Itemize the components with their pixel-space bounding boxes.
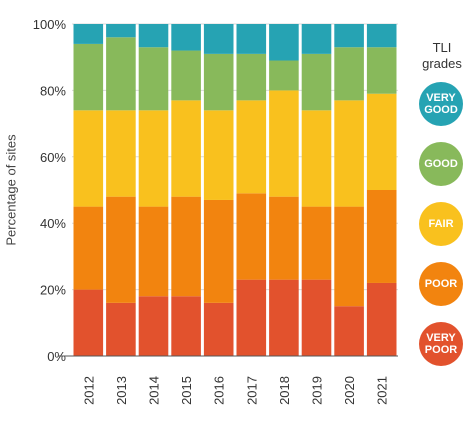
bar-segment — [73, 110, 104, 207]
bar-segment — [269, 196, 299, 280]
bar-segment — [334, 24, 364, 48]
bar-segment — [334, 206, 364, 307]
y-axis-label: Percentage of sites — [3, 134, 18, 246]
bar-segment — [301, 110, 332, 207]
y-tick-label: 20% — [40, 283, 66, 298]
bar-segment — [301, 24, 332, 54]
bar-segment — [203, 199, 234, 303]
bar-segment — [269, 90, 299, 197]
bar-segment — [366, 24, 397, 48]
x-tick-label: 2021 — [375, 376, 390, 405]
bar-segment — [236, 193, 267, 280]
bar-segment — [236, 100, 267, 194]
bar-segment — [301, 206, 332, 280]
bar-segment — [334, 306, 364, 356]
bar-segment — [138, 206, 169, 297]
legend-badge: FAIR — [419, 202, 463, 246]
bar-segment — [236, 279, 267, 356]
bar-group — [73, 24, 397, 356]
y-tick-label: 0% — [47, 349, 66, 364]
x-tick-label: 2013 — [114, 376, 129, 405]
bar-segment — [366, 190, 397, 283]
y-tick-label: 60% — [40, 150, 66, 165]
y-tick-label: 80% — [40, 83, 66, 98]
x-tick-label: 2016 — [212, 376, 227, 405]
bar-segment — [138, 110, 169, 207]
bar-segment — [106, 110, 136, 197]
legend-badge: VERY GOOD — [419, 82, 463, 126]
bar-segment — [138, 47, 169, 111]
bar-segment — [106, 37, 136, 111]
bar-segment — [269, 24, 299, 61]
bar-segment — [366, 47, 397, 94]
legend-title: TLI grades — [422, 40, 462, 71]
y-tick-label: 100% — [33, 17, 67, 32]
bar-segment — [269, 279, 299, 356]
x-tick-label: 2015 — [179, 376, 194, 405]
x-tick-labels: 2012 2013 2014 2015 2016 2017 2018 2019 2020 2021 — [81, 376, 389, 405]
bar-segment — [171, 50, 201, 101]
y-tick-labels: 0% 20% 40% 60% 80% 100% — [33, 17, 67, 364]
bar-segment — [171, 100, 201, 197]
x-tick-label: 2018 — [277, 376, 292, 405]
bar-segment — [334, 47, 364, 101]
bar-segment — [171, 24, 201, 51]
bar-segment — [73, 43, 104, 111]
bar-segment — [236, 53, 267, 101]
legend-badge: GOOD — [419, 142, 463, 186]
bar-segment — [73, 206, 104, 290]
bar-segment — [366, 282, 397, 356]
bar-segment — [301, 279, 332, 356]
bar-segment — [171, 296, 201, 356]
bar-segment — [106, 24, 136, 38]
bar-segment — [269, 60, 299, 91]
bar-segment — [366, 93, 397, 190]
x-tick-label: 2014 — [147, 376, 162, 405]
bar-segment — [236, 24, 267, 54]
bar-segment — [106, 302, 136, 356]
y-tick-label: 40% — [40, 216, 66, 231]
legend-badge: VERY POOR — [419, 322, 463, 366]
bar-segment — [73, 24, 104, 44]
legend-badge: POOR — [419, 262, 463, 306]
bar-segment — [203, 53, 234, 111]
bar-segment — [301, 53, 332, 111]
bar-segment — [203, 24, 234, 54]
bar-segment — [171, 196, 201, 297]
bar-segment — [334, 100, 364, 207]
bar-segment — [203, 302, 234, 356]
x-tick-label: 2012 — [81, 376, 96, 405]
bar-segment — [138, 296, 169, 356]
x-tick-label: 2017 — [244, 376, 259, 405]
bar-segment — [138, 24, 169, 48]
x-tick-label: 2019 — [310, 376, 325, 405]
x-tick-label: 2020 — [342, 376, 357, 405]
bar-segment — [73, 289, 104, 356]
bar-segment — [203, 110, 234, 200]
bar-segment — [106, 196, 136, 303]
